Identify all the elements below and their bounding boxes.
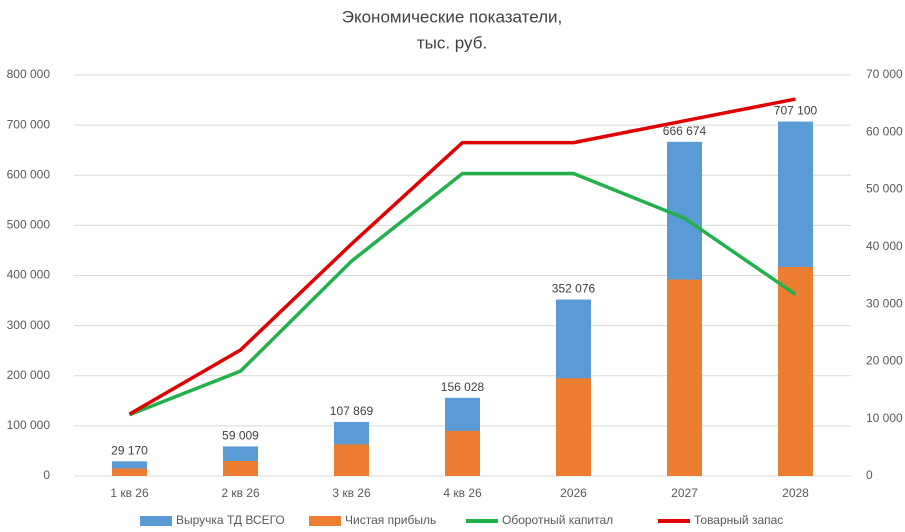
data-label: 29 170 bbox=[111, 444, 148, 458]
x-tick-label: 4 кв 26 bbox=[443, 486, 482, 500]
x-tick-label: 2026 bbox=[560, 486, 587, 500]
x-tick-label: 1 кв 26 bbox=[110, 486, 149, 500]
legend-label: Оборотный капитал bbox=[502, 513, 613, 527]
y-tick-label: 800 000 bbox=[7, 67, 51, 81]
bar bbox=[778, 266, 813, 476]
y2-tick-label: 60 000 bbox=[866, 124, 903, 138]
data-label: 156 028 bbox=[441, 380, 485, 394]
x-tick-label: 2028 bbox=[782, 486, 809, 500]
y-tick-label: 0 bbox=[43, 468, 50, 482]
y2-tick-label: 50 000 bbox=[866, 182, 903, 196]
bar bbox=[667, 279, 702, 476]
y2-tick-label: 20 000 bbox=[866, 354, 903, 368]
y2-tick-label: 10 000 bbox=[866, 411, 903, 425]
x-tick-label: 2 кв 26 bbox=[221, 486, 260, 500]
y-tick-label: 400 000 bbox=[7, 268, 51, 282]
y2-tick-label: 0 bbox=[866, 468, 873, 482]
legend-label: Товарный запас bbox=[694, 513, 783, 527]
y-tick-label: 500 000 bbox=[7, 218, 51, 232]
y-tick-label: 100 000 bbox=[7, 418, 51, 432]
data-label: 666 674 bbox=[663, 124, 707, 138]
chart-title: тыс. руб. bbox=[417, 33, 487, 52]
legend-swatch bbox=[309, 516, 341, 526]
line bbox=[128, 97, 796, 416]
y-tick-label: 600 000 bbox=[7, 167, 51, 181]
bar bbox=[112, 468, 147, 476]
legend-label: Выручка ТД ВСЕГО bbox=[176, 513, 285, 527]
bar bbox=[445, 430, 480, 476]
y-tick-label: 700 000 bbox=[7, 117, 51, 131]
y2-tick-label: 30 000 bbox=[866, 296, 903, 310]
bar bbox=[223, 460, 258, 476]
data-label: 59 009 bbox=[222, 429, 259, 443]
y-tick-label: 300 000 bbox=[7, 318, 51, 332]
data-label: 107 869 bbox=[330, 404, 374, 418]
line bbox=[128, 171, 797, 417]
bar bbox=[556, 378, 591, 476]
y-tick-label: 200 000 bbox=[7, 368, 51, 382]
legend-label: Чистая прибыль bbox=[345, 513, 436, 527]
data-label: 707 100 bbox=[774, 104, 818, 118]
data-label: 352 076 bbox=[552, 282, 596, 296]
x-tick-label: 2027 bbox=[671, 486, 698, 500]
y2-tick-label: 70 000 bbox=[866, 67, 903, 81]
bar bbox=[334, 444, 369, 476]
y2-tick-label: 40 000 bbox=[866, 239, 903, 253]
chart-title: Экономические показатели, bbox=[342, 7, 563, 26]
x-tick-label: 3 кв 26 bbox=[332, 486, 371, 500]
legend-swatch bbox=[140, 516, 172, 526]
